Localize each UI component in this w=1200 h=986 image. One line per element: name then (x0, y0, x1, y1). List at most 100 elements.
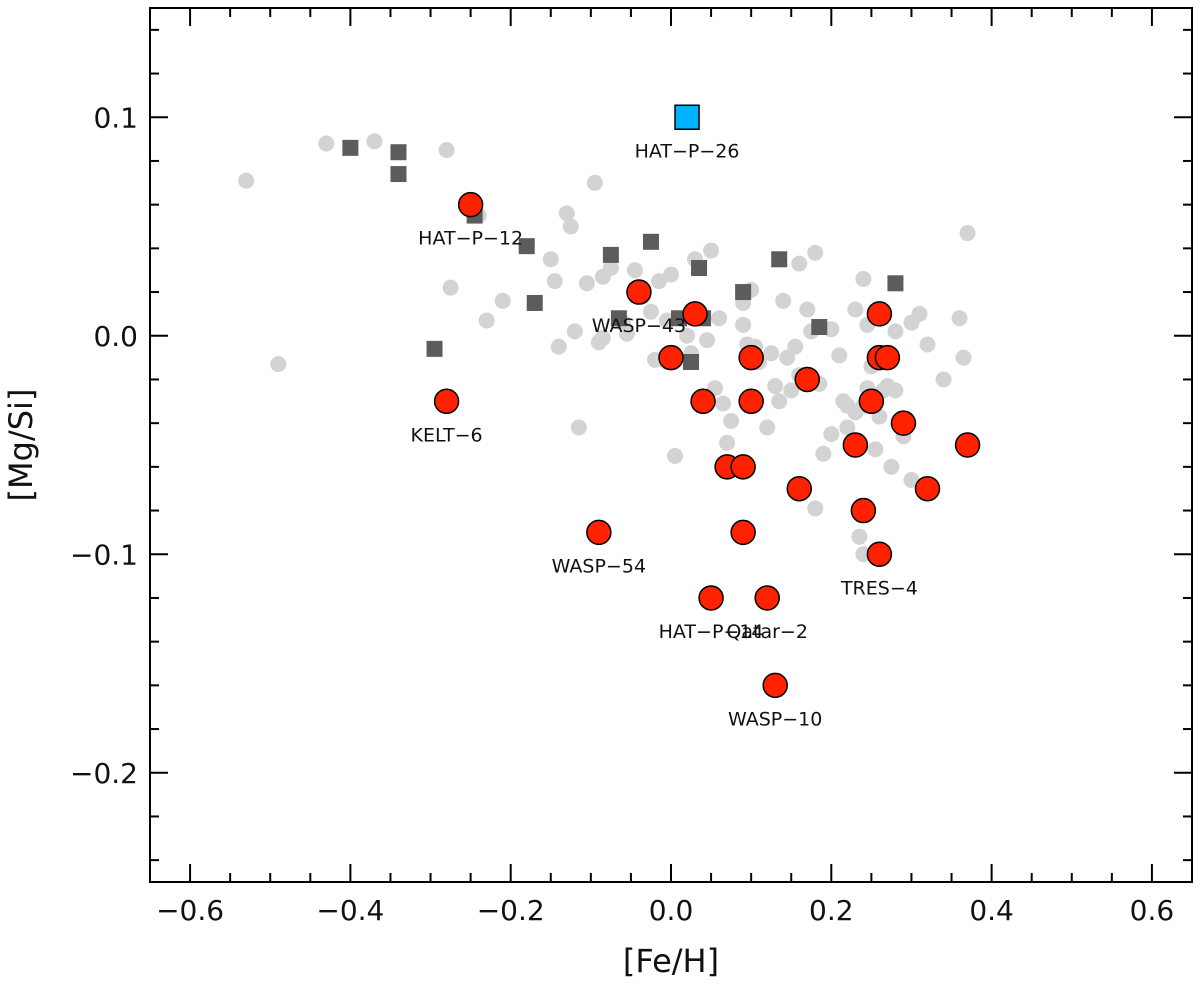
background-star-point (779, 349, 796, 366)
background-star-point (835, 393, 852, 410)
host-star-point (866, 541, 893, 567)
background-star-point (815, 445, 832, 462)
background-star-point (366, 133, 383, 150)
point-annotation: TRES−4 (840, 577, 918, 599)
host-star-point (866, 301, 893, 327)
background-star-point (594, 329, 611, 346)
point-annotation: HAT−P−14 (659, 621, 764, 643)
host-star-point (730, 519, 756, 546)
host-star-point (874, 344, 901, 371)
host-star-point (842, 432, 869, 458)
background-star-point (570, 419, 587, 436)
comparison-square-point (887, 275, 904, 292)
y-tick-label: 0.0 (93, 320, 138, 353)
background-star-point (839, 419, 856, 436)
background-star-point (558, 205, 575, 222)
host-star-point (626, 279, 652, 305)
host-star-point (658, 344, 684, 371)
data-points (238, 104, 981, 699)
plot-frame (149, 7, 1193, 883)
point-annotation: WASP−10 (728, 708, 822, 730)
background-star-point (807, 244, 824, 261)
background-star-point (799, 301, 816, 318)
background-star-point (550, 338, 567, 355)
host-star-point (754, 585, 780, 611)
background-star-point (831, 347, 848, 364)
background-star-point (578, 275, 595, 292)
background-star-point (562, 218, 579, 235)
comparison-square-point (342, 139, 359, 156)
background-star-point (438, 142, 455, 159)
background-star-point (887, 382, 904, 399)
comparison-square-point (683, 353, 700, 370)
background-star-point (847, 301, 864, 318)
comparison-square-point (426, 340, 443, 357)
background-star-point (855, 270, 872, 287)
x-tick-label: −0.4 (316, 894, 384, 927)
comparison-square-point (771, 251, 788, 268)
comparison-square-point (610, 310, 627, 327)
host-star-point (954, 432, 981, 458)
background-star-point (658, 312, 675, 329)
host-star-point (730, 454, 756, 480)
x-tick-label: −0.2 (477, 894, 545, 927)
host-star-point (914, 475, 941, 502)
host-star-point (850, 497, 877, 524)
background-star-point (959, 225, 976, 242)
background-star-point (318, 135, 335, 152)
host-star-point (794, 366, 821, 393)
y-axis-title: [Mg/Si] (2, 389, 40, 502)
y-tick-label: 0.1 (93, 101, 138, 134)
host-star-point (858, 388, 885, 415)
point-annotation: HAT−P−12 (418, 228, 523, 250)
background-star-point (767, 378, 784, 395)
background-star-point (787, 338, 804, 355)
background-star-point (442, 279, 459, 296)
background-star-point (618, 325, 635, 342)
point-annotation: WASP−54 (552, 555, 646, 577)
background-star-point (759, 419, 776, 436)
comparison-square-point (518, 238, 535, 255)
axis-ticks: −0.6 −0.4 −0.2 0.0 0.2 0.4 0.6 0.1 0.0 −0.1 −0.2 (70, 8, 1193, 927)
background-star-point (919, 336, 936, 353)
background-star-point (823, 321, 840, 338)
host-star-point (890, 410, 917, 436)
background-star-point (566, 323, 583, 340)
point-annotation: HAT−P−26 (635, 140, 740, 162)
background-star-point (903, 471, 920, 488)
x-tick-label: 0.0 (649, 894, 694, 927)
background-star-point (807, 500, 824, 517)
background-star-point (586, 174, 603, 191)
comparison-square-point (811, 319, 828, 336)
background-star-point (699, 332, 716, 349)
background-star-point (715, 395, 732, 412)
x-tick-label: 0.2 (809, 894, 854, 927)
background-star-point (771, 393, 788, 410)
background-star-point (650, 273, 667, 290)
background-star-point (679, 327, 696, 344)
background-star-point (783, 382, 800, 399)
background-star-point (602, 260, 619, 277)
background-star-point (238, 172, 255, 189)
comparison-square-point (526, 294, 543, 311)
background-star-point (823, 426, 840, 443)
host-star-point (762, 672, 788, 699)
background-star-point (951, 310, 968, 327)
comparison-square-point (602, 246, 619, 263)
background-star-point (270, 356, 287, 373)
background-star-point (935, 371, 952, 388)
host-star-point (738, 344, 764, 371)
background-star-point (663, 266, 679, 283)
comparison-square-point (390, 166, 407, 183)
background-star-point (667, 447, 684, 464)
background-star-point (711, 310, 728, 327)
comparison-square-point (390, 144, 407, 161)
background-star-point (867, 441, 884, 458)
x-tick-label: 0.6 (1130, 894, 1175, 927)
comparison-square-point (691, 260, 708, 277)
host-star-point (786, 475, 812, 502)
comparison-square-point (642, 233, 659, 250)
background-star-point (775, 292, 792, 309)
point-annotation: KELT−6 (411, 424, 483, 446)
